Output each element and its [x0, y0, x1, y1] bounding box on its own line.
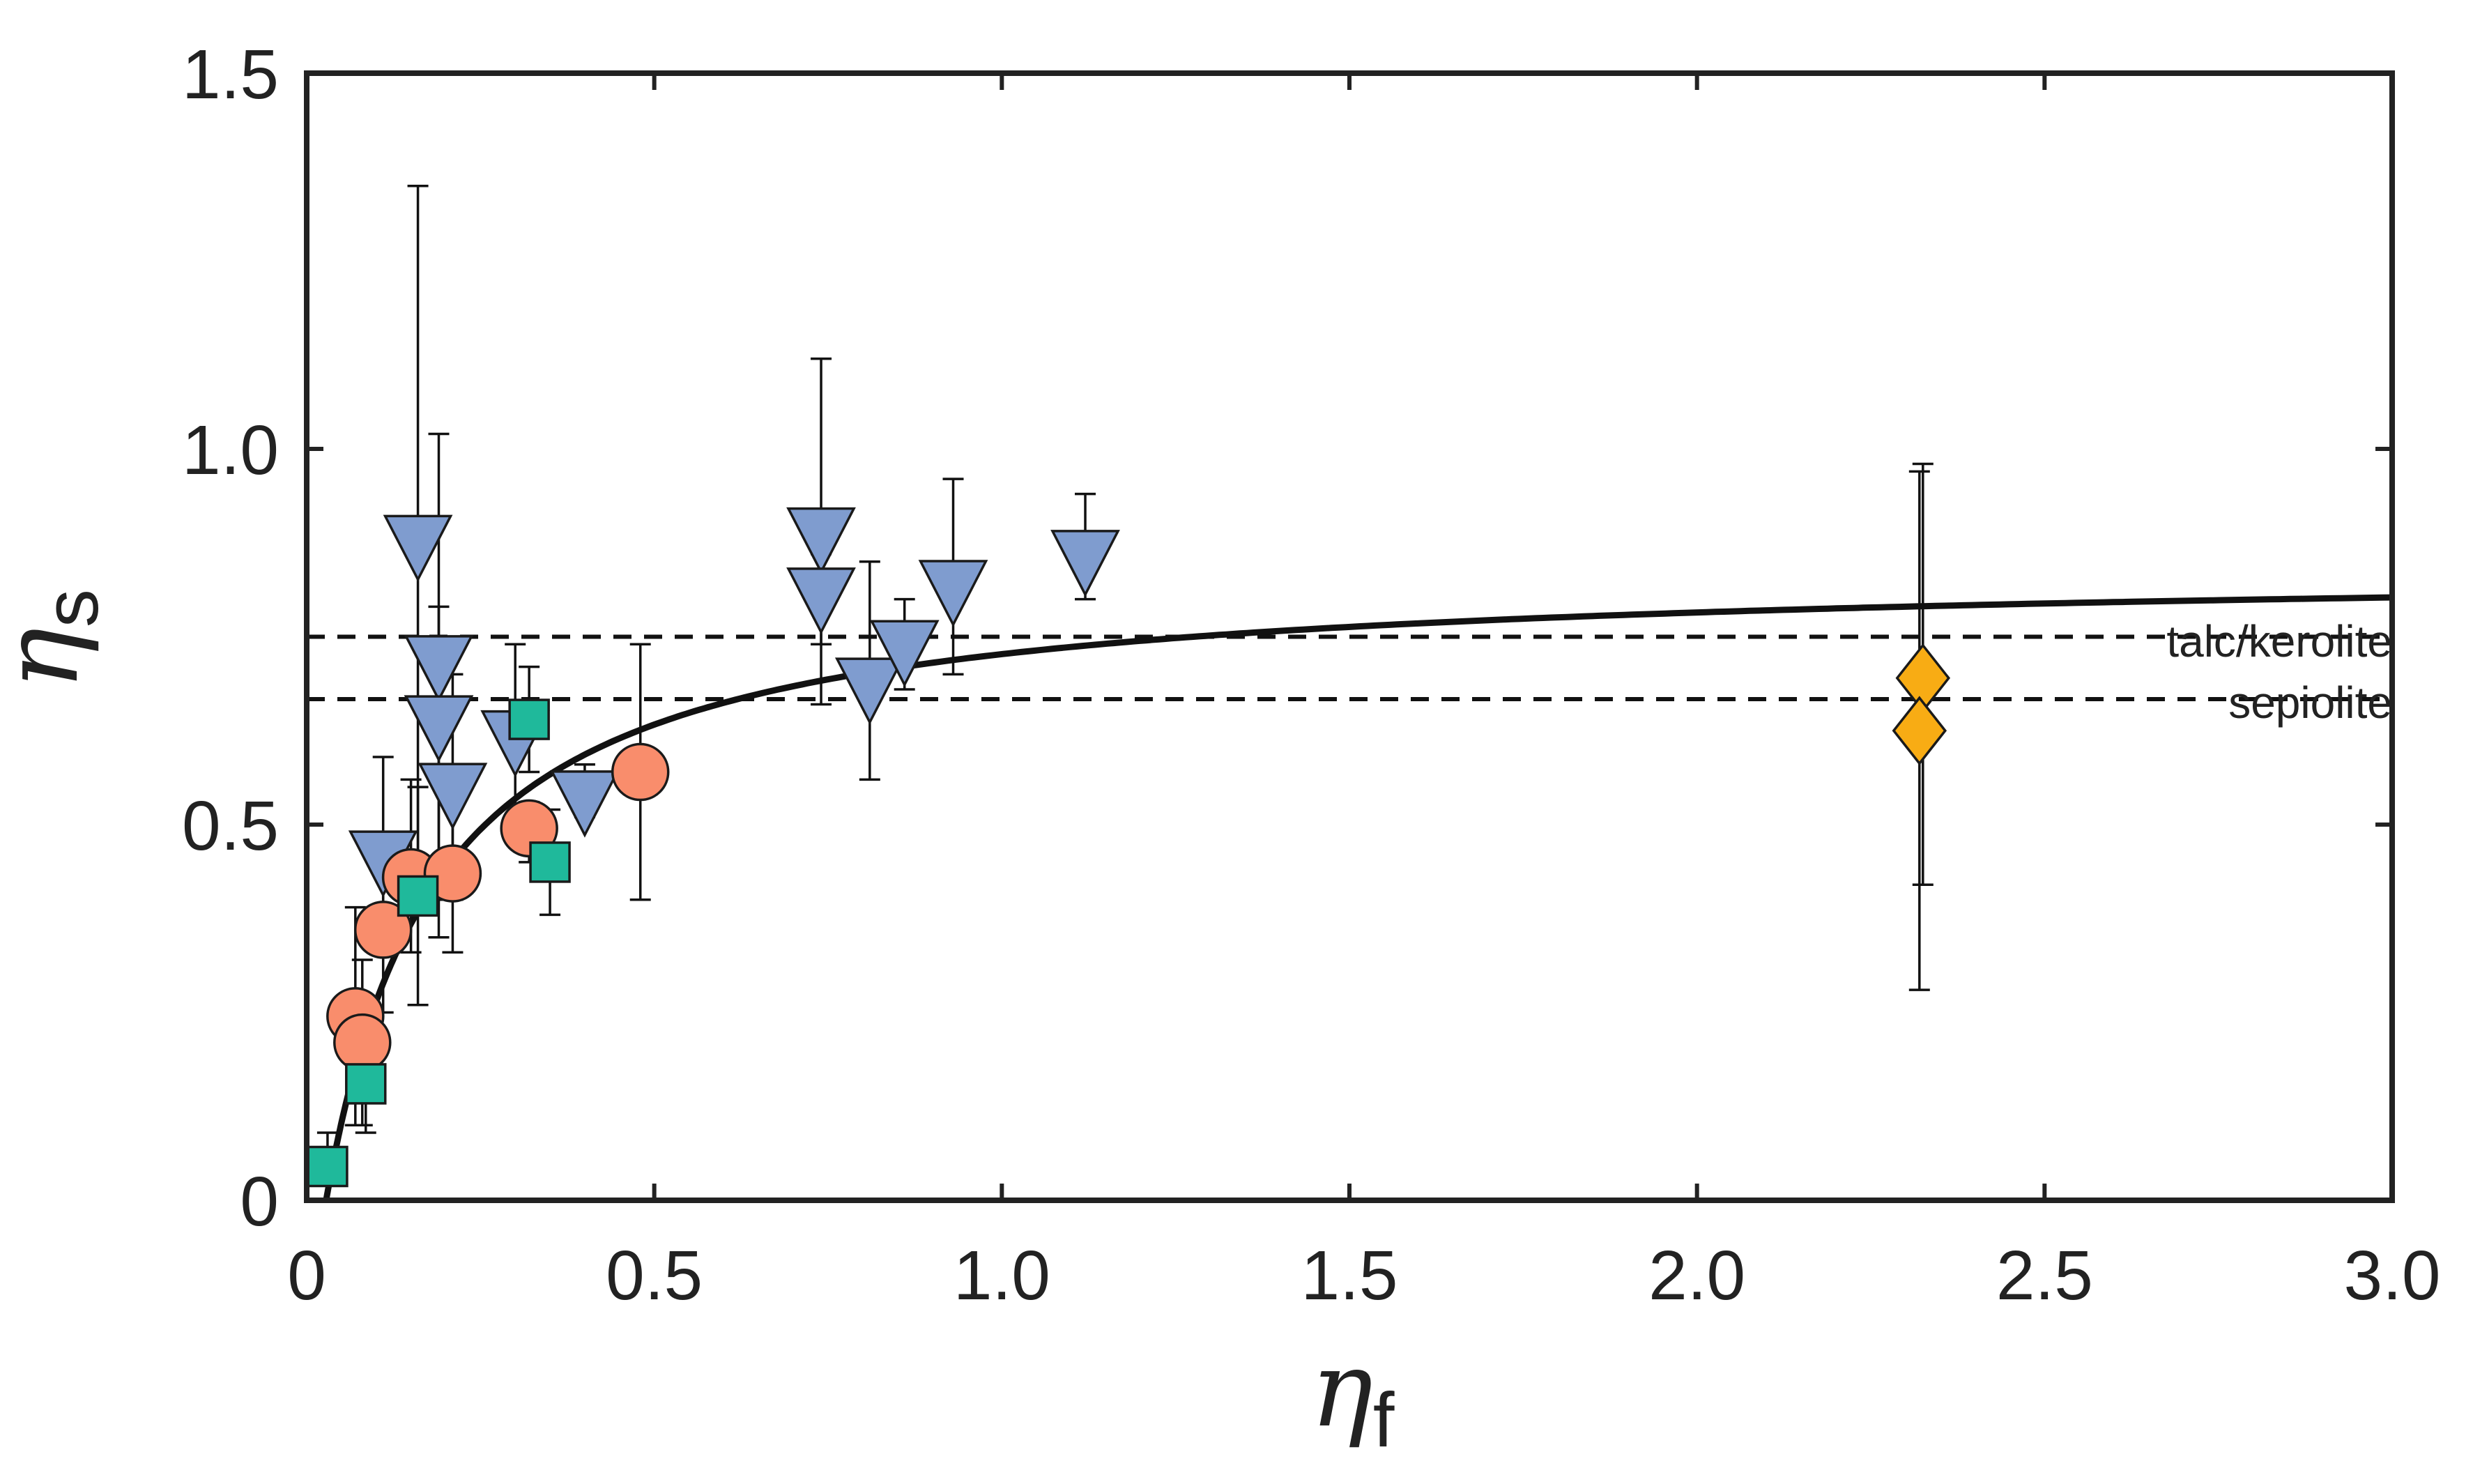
marker-triangles-0 — [383, 514, 453, 583]
x-axis-label: ηf — [1310, 1329, 1395, 1463]
ref-label-sepiolite: sepiolite — [2228, 678, 2392, 728]
marker-triangles-3 — [418, 763, 488, 830]
marker-squares-1 — [345, 1063, 387, 1105]
y-axis-label-symbol: η — [0, 627, 102, 690]
marker-circles-1 — [333, 1013, 392, 1072]
marker-triangles-9 — [834, 657, 905, 725]
tick-labels-layer: 0 0.5 1.0 1.5 2.0 2.5 3.0 0 0.5 1.0 1.5 — [182, 36, 2441, 1315]
y-axis-label-subscript: s — [29, 589, 114, 627]
marker-diamonds-1 — [1892, 696, 1947, 766]
marker-triangles-12 — [1050, 530, 1120, 597]
x-tick-label-2: 1.0 — [954, 1237, 1050, 1315]
marker-triangles-1 — [404, 635, 474, 703]
marker-circles-2 — [353, 901, 413, 959]
axes-layer — [304, 70, 2395, 1203]
y-tick-label-1: 0.5 — [182, 787, 279, 865]
ref-label-talc-kerolite: talc/kerolite — [2166, 616, 2392, 666]
x-tick-label-6: 3.0 — [2343, 1237, 2440, 1315]
data-points-layer — [307, 507, 1951, 1188]
marker-triangles-8 — [786, 567, 856, 635]
x-tick-label-3: 1.5 — [1301, 1237, 1398, 1315]
marker-triangles-7 — [786, 507, 856, 575]
marker-triangles-6 — [550, 770, 620, 838]
y-tick-label-0: 0 — [240, 1163, 279, 1241]
x-axis-label-symbol: η — [1310, 1329, 1373, 1451]
x-tick-label-5: 2.5 — [1996, 1237, 2093, 1315]
marker-circles-4 — [423, 844, 482, 903]
y-tick-label-2: 1.0 — [182, 411, 279, 489]
marker-triangles-2 — [404, 695, 474, 763]
x-tick-label-1: 0.5 — [606, 1237, 703, 1315]
marker-squares-2 — [397, 875, 439, 917]
y-tick-label-3: 1.5 — [182, 36, 279, 114]
error-bars-layer — [316, 184, 1934, 1202]
y-axis-label: ηs — [0, 589, 114, 690]
marker-squares-3 — [508, 698, 550, 740]
x-tick-label-4: 2.0 — [1648, 1237, 1745, 1315]
marker-circles-6 — [611, 742, 670, 802]
marker-squares-0 — [307, 1145, 349, 1188]
x-axis-label-subscript: f — [1373, 1377, 1395, 1463]
x-tick-label-0: 0 — [287, 1237, 326, 1315]
marker-triangles-10 — [869, 620, 940, 688]
reference-lines-layer — [307, 634, 2392, 701]
marker-triangles-11 — [918, 560, 988, 627]
marker-squares-4 — [529, 841, 571, 883]
